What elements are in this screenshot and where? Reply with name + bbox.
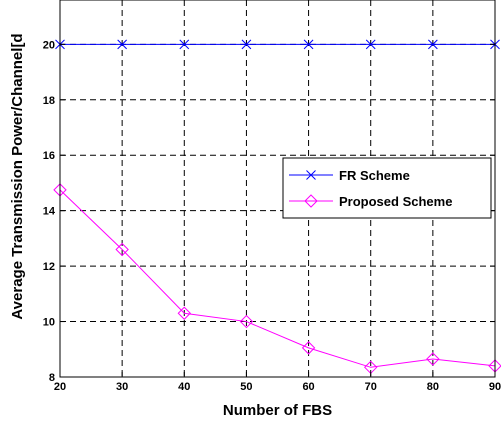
- grid: [60, 0, 495, 377]
- legend-box: [282, 157, 492, 219]
- x-axis-label: Number of FBS: [223, 402, 332, 419]
- series-1-point: [179, 39, 190, 50]
- y-tick-label: 20: [43, 39, 55, 51]
- series-2-point: [239, 314, 254, 329]
- legend-marker: [304, 194, 318, 208]
- x-tick-label: 60: [302, 381, 314, 393]
- y-tick-label: 10: [43, 317, 55, 329]
- y-tick-label: 16: [43, 150, 55, 162]
- x-tick-label: 80: [427, 381, 439, 393]
- series-2-point: [426, 352, 440, 366]
- plot-area-frame: [59, 0, 496, 378]
- legend-label: Proposed Scheme: [339, 194, 452, 209]
- series-line-2: [59, 189, 496, 368]
- series-1-point: [303, 39, 314, 50]
- y-tick-label: 8: [49, 372, 55, 384]
- y-axis-label: Average Transmission Power/Channel[d: [9, 33, 26, 319]
- series-2-point: [115, 242, 129, 257]
- series-1-point: [241, 39, 252, 50]
- tick-labels: 20 30 40 50 60 70 80 90 8 10 12 14 16 18 20: [43, 39, 501, 393]
- legend-label: FR Scheme: [339, 168, 410, 183]
- series-1-point: [428, 39, 438, 50]
- series-2-point: [301, 341, 316, 355]
- y-tick-label: 12: [43, 261, 55, 273]
- x-tick-label: 90: [489, 381, 501, 393]
- x-tick-label: 70: [365, 381, 377, 393]
- x-tick-label: 30: [116, 381, 128, 393]
- y-tick-label: 14: [43, 206, 56, 218]
- legend-marker: [306, 170, 316, 180]
- series-1-point: [117, 39, 127, 50]
- series-1-point: [365, 39, 376, 50]
- x-tick-label: 40: [178, 381, 190, 393]
- y-tick-label: 18: [43, 95, 55, 107]
- x-tick-label: 50: [240, 381, 252, 393]
- series-2-point: [177, 306, 191, 320]
- legend: FR Scheme Proposed Scheme: [282, 157, 492, 219]
- x-tick-label: 20: [54, 381, 66, 393]
